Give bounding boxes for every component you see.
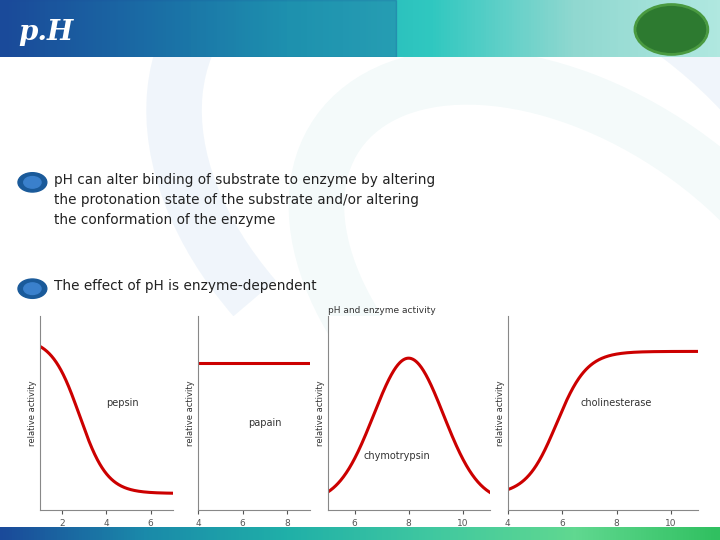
Text: chymotrypsin: chymotrypsin	[364, 451, 430, 461]
Text: p.H: p.H	[18, 19, 73, 46]
Circle shape	[24, 283, 41, 294]
Circle shape	[18, 279, 47, 298]
Y-axis label: relative activity: relative activity	[496, 380, 505, 446]
Circle shape	[636, 5, 706, 53]
X-axis label: pH: pH	[247, 531, 261, 540]
Text: pepsin: pepsin	[107, 399, 139, 408]
Circle shape	[24, 177, 41, 188]
Bar	[0, 0, 396, 57]
X-axis label: pH: pH	[99, 531, 113, 540]
X-axis label: pH: pH	[402, 531, 415, 540]
Text: pH can alter binding of substrate to enzyme by altering
the protonation state of: pH can alter binding of substrate to enz…	[54, 173, 435, 227]
Text: cholinesterase: cholinesterase	[580, 399, 652, 408]
Y-axis label: relative activity: relative activity	[316, 380, 325, 446]
Y-axis label: relative activity: relative activity	[28, 380, 37, 446]
X-axis label: pH: pH	[596, 531, 610, 540]
Text: The effect of pH is enzyme-dependent: The effect of pH is enzyme-dependent	[54, 279, 317, 293]
Y-axis label: relative activity: relative activity	[186, 380, 195, 446]
Circle shape	[18, 173, 47, 192]
Text: papain: papain	[248, 418, 282, 428]
Text: pH and enzyme activity: pH and enzyme activity	[328, 306, 436, 315]
